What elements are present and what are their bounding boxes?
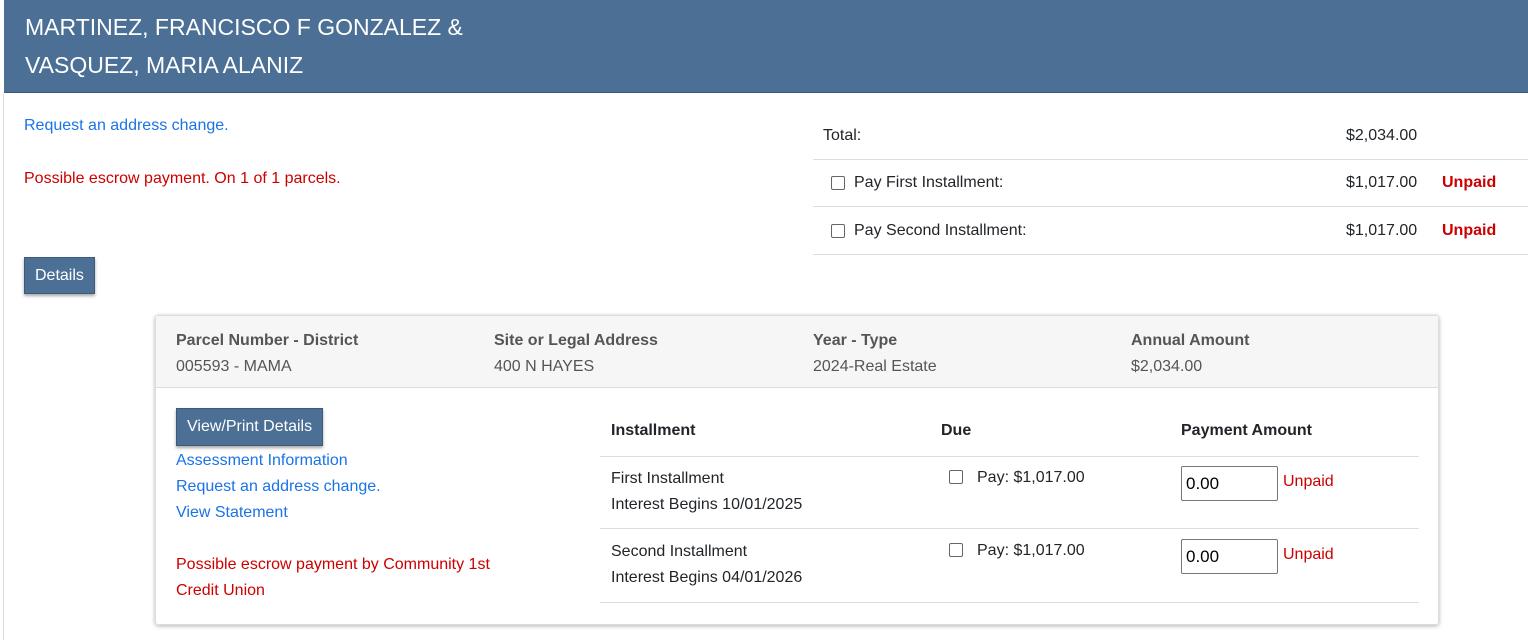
owner-name-line1: MARTINEZ, FRANCISCO F GONZALEZ &: [25, 14, 463, 40]
status-badge: Unpaid: [1283, 473, 1334, 490]
summary-row-amount: $1,017.00: [1346, 221, 1418, 239]
address-value: 400 N HAYES: [494, 358, 595, 375]
annual-amount-label: Annual Amount: [1131, 332, 1250, 349]
parcel-number-col: Parcel Number - District 005593 - MAMA: [176, 328, 358, 380]
payment-amount-input[interactable]: [1181, 466, 1278, 501]
divider: [600, 602, 1419, 603]
col-installment: Installment: [611, 422, 696, 439]
interest-date: Interest Begins 04/01/2026: [611, 569, 803, 586]
pay-first-checkbox[interactable]: [949, 470, 963, 484]
status-badge: Unpaid: [1283, 546, 1334, 563]
details-button[interactable]: Details: [24, 257, 95, 294]
parcel-number-label: Parcel Number - District: [176, 332, 359, 349]
annual-amount-col: Annual Amount $2,034.00: [1131, 328, 1250, 380]
summary-row-label: Pay First Installment:: [854, 174, 1004, 191]
status-badge: Unpaid: [1442, 174, 1497, 191]
pay-first-installment-checkbox[interactable]: [831, 176, 845, 190]
year-type-value: 2024-Real Estate: [813, 358, 937, 375]
page-header: MARTINEZ, FRANCISCO F GONZALEZ & VASQUEZ…: [4, 0, 1528, 93]
status-badge: Unpaid: [1442, 221, 1497, 239]
view-statement-link[interactable]: View Statement: [176, 504, 288, 521]
total-label: Total:: [823, 127, 862, 144]
assessment-information-link[interactable]: Assessment Information: [176, 452, 348, 469]
address-label: Site or Legal Address: [494, 332, 658, 349]
summary-total-row: Total: $2,034.00: [813, 113, 1528, 160]
payment-amount-input[interactable]: [1181, 539, 1278, 574]
left-border: [3, 93, 4, 640]
divider: [600, 456, 1419, 457]
installment-name: First Installment: [611, 470, 724, 487]
col-payment-amount: Payment Amount: [1181, 422, 1312, 439]
due-amount: Pay: $1,017.00: [977, 542, 1085, 559]
pay-second-installment-checkbox[interactable]: [831, 223, 845, 238]
escrow-notice-parcel: Possible escrow payment by Community 1st…: [176, 556, 490, 599]
summary-row-label: Pay Second Installment:: [854, 221, 1027, 239]
interest-date: Interest Begins 10/01/2025: [611, 496, 803, 513]
address-col: Site or Legal Address 400 N HAYES: [494, 328, 658, 380]
year-type-label: Year - Type: [813, 332, 898, 349]
view-print-details-button[interactable]: View/Print Details: [176, 408, 324, 446]
request-address-change-link[interactable]: Request an address change.: [24, 117, 229, 134]
escrow-notice: Possible escrow payment. On 1 of 1 parce…: [24, 170, 341, 187]
col-due: Due: [941, 422, 972, 439]
summary-row-amount: $1,017.00: [1346, 174, 1418, 191]
parcel-links: Assessment Information Request an addres…: [176, 448, 381, 526]
owner-name-line2: VASQUEZ, MARIA ALANIZ: [25, 52, 304, 78]
installment-name: Second Installment: [611, 543, 748, 560]
request-address-change-link[interactable]: Request an address change.: [176, 478, 381, 495]
summary-first-installment-row: Pay First Installment: $1,017.00 Unpaid: [813, 160, 1528, 207]
divider: [600, 528, 1419, 529]
installment-cell: Second Installment Interest Begins 04/01/…: [611, 539, 802, 591]
year-type-col: Year - Type 2024-Real Estate: [813, 328, 937, 380]
installment-cell: First Installment Interest Begins 10/01/2…: [611, 466, 802, 518]
annual-amount-value: $2,034.00: [1131, 358, 1203, 375]
parcel-card: Parcel Number - District 005593 - MAMA Si…: [155, 315, 1439, 625]
total-amount: $2,034.00: [1346, 127, 1418, 144]
parcel-card-header: Parcel Number - District 005593 - MAMA Si…: [156, 316, 1438, 388]
parcel-number-value: 005593 - MAMA: [176, 358, 292, 375]
summary-second-installment-row: Pay Second Installment: $1,017.00 Unpaid: [813, 207, 1528, 255]
due-amount: Pay: $1,017.00: [977, 469, 1085, 486]
pay-second-checkbox[interactable]: [949, 543, 963, 557]
